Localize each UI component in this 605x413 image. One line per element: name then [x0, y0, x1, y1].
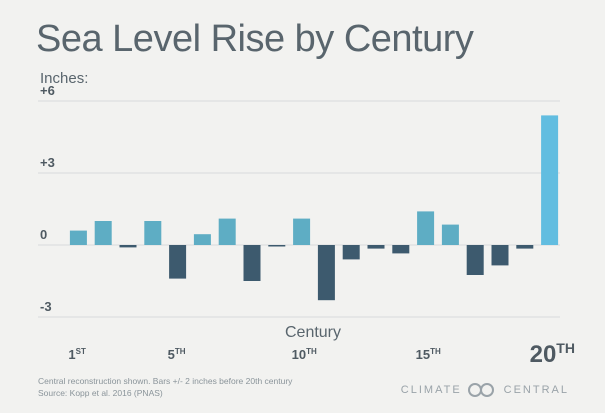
- bar-century-19: [516, 245, 534, 249]
- bar-century-1: [69, 230, 87, 245]
- gridlines: [38, 100, 560, 318]
- bar-century-20: [541, 115, 559, 246]
- bar-century-4: [144, 221, 162, 245]
- x-tick-label-10: 10TH: [292, 347, 317, 362]
- x-tick-label-5: 5TH: [168, 347, 186, 362]
- bar-century-11: [317, 245, 335, 301]
- bar-century-2: [94, 221, 112, 245]
- y-tick-label: -3: [40, 299, 52, 314]
- bars: [69, 115, 559, 301]
- bar-century-6: [193, 234, 211, 245]
- y-tick-label: 0: [40, 227, 47, 242]
- x-tick-label-20: 20TH: [530, 340, 575, 368]
- bar-century-15: [417, 211, 435, 245]
- x-axis-title: Century: [285, 324, 341, 341]
- bar-century-5: [169, 245, 187, 279]
- bar-century-8: [243, 245, 261, 281]
- y-tick-label: +3: [40, 155, 55, 170]
- bar-century-13: [367, 245, 385, 249]
- footnote-reconstruction: Central reconstruction shown. Bars +/- 2…: [38, 376, 293, 386]
- bar-century-17: [466, 245, 484, 275]
- y-tick-label: +6: [40, 83, 55, 98]
- brand-logo: CLIMATE CENTRAL: [401, 382, 569, 398]
- bar-century-16: [441, 224, 459, 245]
- footnote-source: Source: Kopp et al. 2016 (PNAS): [38, 388, 163, 398]
- x-tick-label-1: 1ST: [68, 347, 86, 362]
- linked-circles-icon: [467, 382, 498, 398]
- brand-text-central: CENTRAL: [503, 384, 569, 396]
- bar-century-12: [342, 245, 360, 260]
- x-tick-labels: 1ST 5TH 10TH 15TH 20TH: [68, 340, 575, 368]
- bar-century-7: [218, 218, 236, 245]
- y-tick-labels: +6 +3 0 -3: [40, 83, 55, 314]
- y-unit-label: Inches:: [40, 70, 89, 87]
- bar-century-18: [491, 245, 509, 266]
- bar-century-3: [119, 245, 137, 248]
- chart-title: Sea Level Rise by Century: [36, 18, 474, 60]
- bar-century-14: [392, 245, 410, 254]
- bar-century-9: [268, 245, 286, 247]
- brand-text-climate: CLIMATE: [400, 384, 462, 396]
- x-tick-label-15: 15TH: [416, 347, 441, 362]
- bar-century-10: [293, 218, 311, 245]
